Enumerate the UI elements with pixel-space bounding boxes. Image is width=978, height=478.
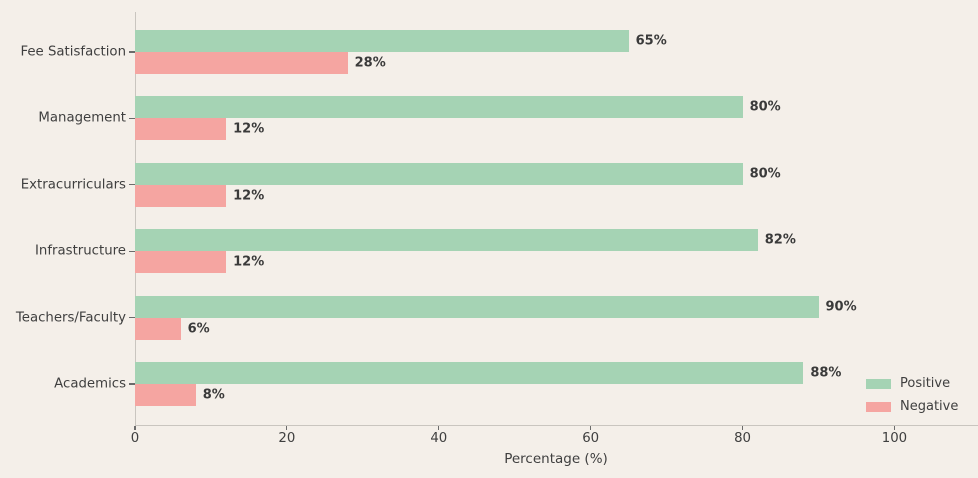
y-tick-mark <box>129 317 135 319</box>
legend-item-negative: Negative <box>866 398 958 415</box>
bar-positive <box>135 30 629 52</box>
value-label: 88% <box>810 365 842 381</box>
bar-negative <box>135 118 227 141</box>
value-label: 12% <box>233 254 265 270</box>
x-tick-mark <box>134 426 136 430</box>
legend-swatch-positive <box>866 378 891 389</box>
bar-positive <box>135 162 743 185</box>
x-tick-label: 20 <box>278 431 296 446</box>
y-tick-mark <box>129 117 135 119</box>
bar-negative <box>135 52 348 74</box>
category-label: Infrastructure <box>35 243 126 259</box>
value-label: 90% <box>825 299 857 315</box>
category-label: Academics <box>54 376 126 392</box>
bar-negative <box>135 384 196 406</box>
x-tick-mark <box>741 426 744 430</box>
value-label: 80% <box>749 166 781 182</box>
y-axis-line <box>135 12 137 426</box>
category-label: Extracurriculars <box>20 177 126 193</box>
y-tick-mark <box>129 51 135 53</box>
x-tick-label: 100 <box>881 431 908 446</box>
value-label: 28% <box>354 55 386 71</box>
value-label: 65% <box>635 33 667 49</box>
legend-swatch-negative <box>866 401 891 412</box>
legend-label: Negative <box>900 399 959 414</box>
legend-label: Positive <box>900 376 951 391</box>
value-label: 6% <box>187 321 210 337</box>
value-label: 8% <box>202 387 225 403</box>
legend: Positive Negative <box>866 375 958 415</box>
x-axis-line <box>135 425 978 427</box>
bar-negative <box>135 184 227 207</box>
bar-negative <box>135 251 227 274</box>
x-tick-mark <box>893 426 896 430</box>
x-tick-label: 0 <box>130 431 140 446</box>
value-label: 12% <box>233 121 265 137</box>
value-label: 12% <box>233 188 265 204</box>
x-tick-label: 40 <box>430 431 448 446</box>
y-tick-mark <box>129 250 135 252</box>
x-tick-label: 80 <box>734 431 752 446</box>
category-label: Fee Satisfaction <box>20 44 126 60</box>
value-label: 80% <box>749 99 781 115</box>
x-tick-mark <box>438 426 440 430</box>
category-label: Management <box>38 110 126 126</box>
bar-negative <box>135 317 181 340</box>
value-label: 82% <box>764 232 796 248</box>
bar-positive <box>135 229 758 252</box>
bar-positive <box>135 362 804 384</box>
y-tick-mark <box>129 383 135 385</box>
y-tick-mark <box>129 184 135 186</box>
x-tick-mark <box>286 426 288 430</box>
x-axis-title: Percentage (%) <box>504 451 608 467</box>
bar-positive <box>135 96 743 119</box>
legend-item-positive: Positive <box>866 375 958 392</box>
x-tick-mark <box>590 426 592 430</box>
category-label: Teachers/Faculty <box>15 310 126 326</box>
x-tick-label: 60 <box>582 431 600 446</box>
bar-positive <box>135 295 819 318</box>
